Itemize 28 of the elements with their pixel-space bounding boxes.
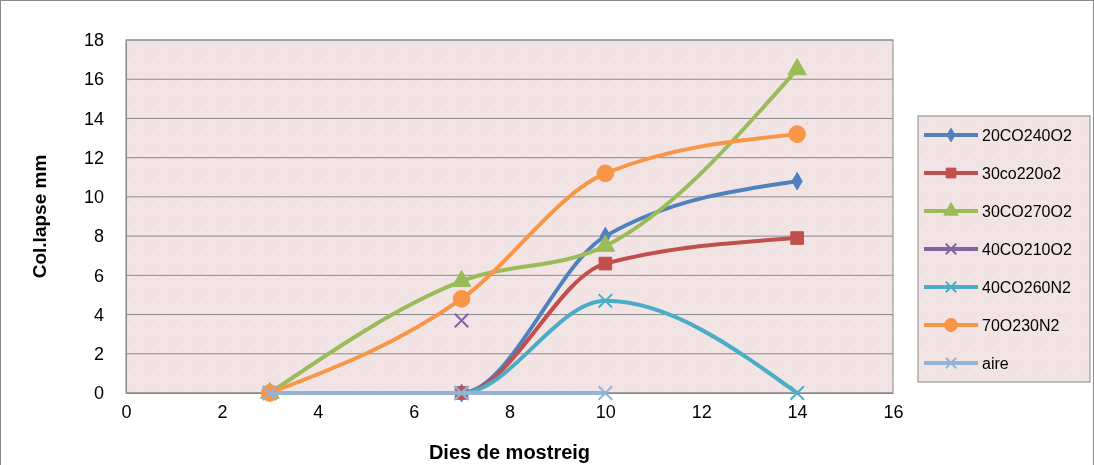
x-tick-label: 14 [787, 401, 808, 422]
legend-label: 20CO240O2 [982, 127, 1072, 144]
y-tick-label: 0 [93, 383, 104, 404]
y-tick-label: 2 [93, 344, 104, 365]
y-tick-label: 18 [83, 30, 104, 51]
x-tick-label: 16 [883, 401, 904, 422]
legend-label: 40CO210O2 [982, 241, 1072, 258]
y-tick-label: 6 [93, 265, 104, 286]
y-tick-label: 16 [83, 69, 104, 90]
legend-label: 40CO260N2 [982, 279, 1072, 296]
y-tick-label: 14 [83, 108, 104, 129]
y-axis-title: Col.lapse mm [29, 154, 50, 279]
y-tick-label: 10 [83, 187, 104, 208]
x-tick-label: 2 [217, 401, 228, 422]
x-axis-title: Dies de mostreig [428, 441, 591, 463]
x-tick-label: 0 [121, 401, 132, 422]
y-tick-label: 4 [93, 304, 104, 325]
y-tick-label: 12 [83, 147, 104, 168]
x-tick-label: 12 [691, 401, 712, 422]
x-tick-label: 6 [409, 401, 420, 422]
x-tick-label: 4 [313, 401, 324, 422]
legend-label: aire [982, 355, 1009, 372]
x-tick-label: 10 [595, 401, 616, 422]
legend-label: 70O230N2 [982, 317, 1060, 334]
y-tick-label: 8 [93, 226, 104, 247]
legend-label: 30CO270O2 [982, 203, 1072, 220]
legend-label: 30co220o2 [982, 165, 1062, 182]
x-tick-label: 8 [504, 401, 516, 422]
